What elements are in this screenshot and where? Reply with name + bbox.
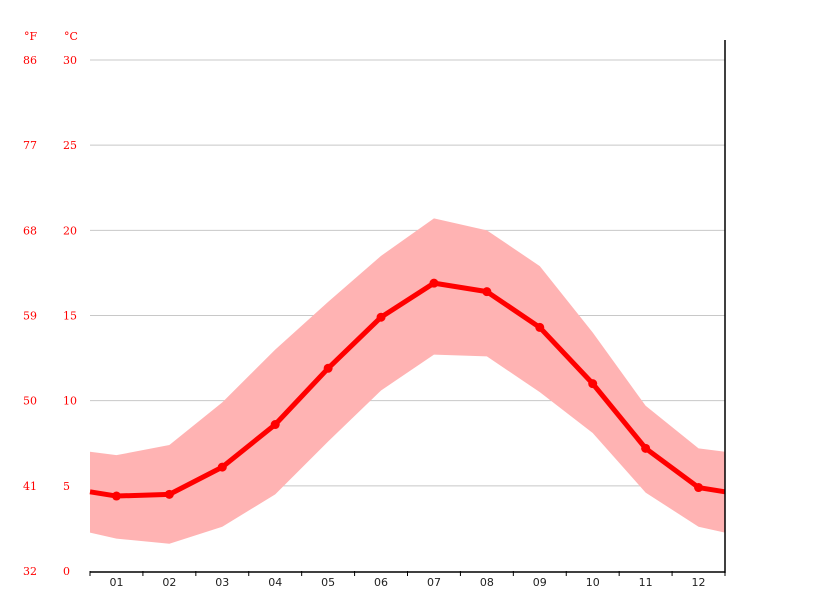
mean-point (323, 363, 333, 373)
x-tick-label: 09 (533, 576, 547, 589)
mean-point (694, 483, 704, 493)
y-tick-label-f: 32 (23, 565, 37, 578)
y-tick-label-c: 30 (63, 54, 77, 67)
y-tick-label-f: 50 (23, 395, 37, 408)
y-tick-label-f: 41 (23, 480, 37, 493)
y-tick-label-c: 15 (63, 310, 77, 323)
x-tick-label: 12 (692, 576, 706, 589)
x-tick-label: 01 (109, 576, 123, 589)
x-tick-label: 08 (480, 576, 494, 589)
mean-point (376, 312, 386, 322)
x-tick-label: 06 (374, 576, 388, 589)
mean-point (641, 443, 651, 453)
y-tick-label-c: 10 (63, 395, 77, 408)
mean-point (535, 322, 545, 332)
mean-point (482, 287, 492, 297)
y-tick-label-c: 5 (63, 480, 70, 493)
x-tick-label: 10 (586, 576, 600, 589)
x-tick-label: 02 (162, 576, 176, 589)
unit-fahrenheit: °F (24, 30, 38, 43)
y-tick-label-c: 20 (63, 224, 77, 237)
x-tick-label: 07 (427, 576, 441, 589)
mean-point (429, 278, 439, 288)
mean-point (270, 420, 280, 430)
mean-point (217, 462, 227, 472)
y-tick-label-c: 25 (63, 139, 77, 152)
x-tick-label: 05 (321, 576, 335, 589)
mean-temperature-line (89, 280, 726, 499)
x-tick-label: 11 (639, 576, 653, 589)
y-tick-label-c: 0 (63, 565, 70, 578)
y-tick-label-f: 59 (23, 310, 37, 323)
y-tick-label-f: 77 (23, 139, 37, 152)
y-tick-label-f: 86 (23, 54, 37, 67)
y-tick-label-f: 68 (23, 224, 37, 237)
mean-point (111, 491, 121, 501)
mean-point (588, 379, 598, 389)
x-tick-label: 03 (215, 576, 229, 589)
min-max-band (90, 218, 725, 544)
mean-point (164, 489, 174, 499)
x-tick-label: 04 (268, 576, 282, 589)
unit-celsius: °C (64, 30, 78, 43)
